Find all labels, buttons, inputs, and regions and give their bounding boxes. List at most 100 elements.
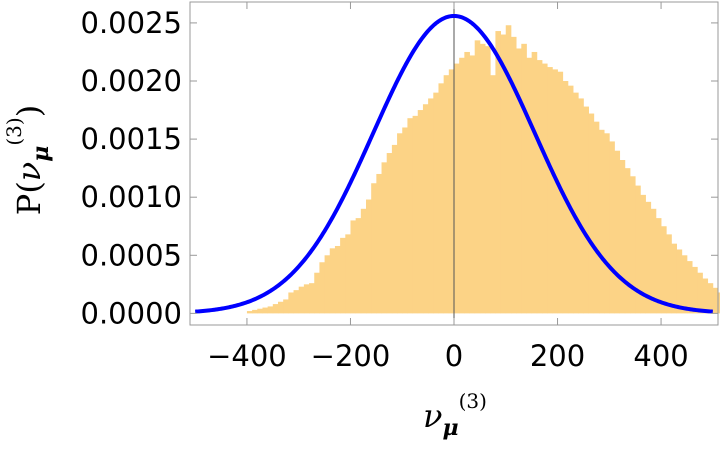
histogram-bar <box>547 67 553 314</box>
x-axis-label: νμ(3) <box>423 389 487 441</box>
histogram-bar <box>448 69 455 314</box>
histogram-bar <box>583 106 589 314</box>
histogram-bar <box>707 283 714 314</box>
histogram-bar <box>479 43 486 314</box>
histogram-bar <box>262 307 269 314</box>
histogram-bar <box>645 201 652 314</box>
histogram-bar <box>314 272 320 314</box>
histogram-bar <box>397 133 403 314</box>
histogram-bar <box>686 261 693 314</box>
histogram-bar <box>593 121 600 314</box>
histogram-bar <box>655 218 662 314</box>
histogram-bar <box>438 83 445 314</box>
histogram-bar <box>288 292 294 314</box>
histogram-bar <box>640 194 646 314</box>
histogram-bar <box>630 176 636 314</box>
histogram-bars <box>246 25 720 314</box>
histogram-bar <box>267 306 274 314</box>
histogram-bar <box>614 150 621 314</box>
histogram-bar <box>552 69 558 314</box>
histogram-bar <box>324 255 331 314</box>
histogram-bar <box>676 249 683 314</box>
histogram-bar <box>692 266 698 314</box>
x-tick-label: −200 <box>311 339 391 373</box>
histogram-bar <box>350 220 357 314</box>
histogram-bar <box>376 173 382 314</box>
histogram-bar <box>407 118 413 314</box>
histogram-bar <box>712 287 719 314</box>
histogram-bar <box>598 129 605 314</box>
histogram-bar <box>340 237 346 314</box>
histogram-bar <box>485 46 491 314</box>
histogram-bar <box>510 36 517 314</box>
histogram-bar <box>516 48 522 314</box>
histogram-bar <box>573 92 579 314</box>
histogram-bar <box>650 208 657 314</box>
histogram-bar <box>536 60 543 314</box>
histogram-bar <box>681 255 688 314</box>
histogram-bar <box>257 308 263 314</box>
histogram-bar <box>604 133 610 314</box>
histogram-bar <box>345 234 351 314</box>
x-axis-ticks: −400 −200 0 200 400 <box>207 2 689 373</box>
histogram-bar <box>355 218 362 314</box>
histogram-bar <box>454 63 460 314</box>
histogram-bar <box>381 162 388 314</box>
histogram-bar <box>309 283 315 314</box>
histogram-bar <box>298 286 305 314</box>
histogram-bar <box>567 85 574 314</box>
y-tick-label: 0.0015 <box>81 122 182 156</box>
histogram-bar <box>702 278 709 314</box>
histogram-bar <box>495 31 501 314</box>
histogram-bar <box>619 160 626 314</box>
y-tick-label: 0.0025 <box>81 6 182 40</box>
histogram-bar <box>443 75 450 314</box>
histogram-bar <box>521 43 527 314</box>
gaussian-fit-curve <box>195 13 713 314</box>
x-tick-label: −400 <box>207 339 287 373</box>
histogram-bar <box>329 248 336 314</box>
y-axis-label: P(νμ(3)) <box>2 105 54 215</box>
x-tick-label: 0 <box>445 339 463 373</box>
histogram-bar <box>417 110 424 314</box>
histogram-bar <box>303 284 310 314</box>
x-tick-label: 400 <box>633 339 688 373</box>
histogram-bar <box>531 51 538 314</box>
y-tick-label: 0.0020 <box>81 64 182 98</box>
histogram-bar <box>371 183 377 314</box>
x-tick-label: 200 <box>530 339 585 373</box>
histogram-bar <box>366 199 372 314</box>
histogram-bar <box>252 309 258 314</box>
histogram-bar <box>666 234 672 314</box>
histogram-bar <box>386 153 393 314</box>
histogram-bar <box>464 51 470 314</box>
histogram-bar <box>293 290 300 314</box>
histogram-bar <box>278 301 284 314</box>
y-axis-ticks: 0.0000 0.0005 0.0010 0.0015 0.0020 0.0025 <box>81 6 718 330</box>
histogram-bar <box>360 208 367 314</box>
histogram-bar <box>459 57 465 314</box>
histogram-bar <box>500 34 507 314</box>
histogram-bar <box>635 185 641 314</box>
histogram-bar <box>697 272 703 314</box>
histogram-bar <box>272 304 279 314</box>
histogram-bar <box>334 245 341 314</box>
histogram-bar <box>428 98 434 314</box>
histogram-bar <box>391 144 398 314</box>
y-tick-label: 0.0010 <box>81 180 182 214</box>
histogram-bar <box>609 141 615 314</box>
histogram-bar <box>246 311 253 314</box>
histogram-bar <box>474 40 481 314</box>
histogram-bar <box>526 57 533 314</box>
histogram-bar <box>283 299 289 314</box>
histogram-bar <box>433 92 439 314</box>
histogram-bar <box>718 292 720 314</box>
histogram-bar <box>578 98 584 314</box>
histogram-bar <box>319 262 325 314</box>
histogram-bar <box>661 226 667 314</box>
histogram-bar <box>542 63 548 314</box>
histogram-bar <box>490 75 496 314</box>
histogram-bar <box>624 168 631 314</box>
histogram-bar <box>422 104 429 314</box>
